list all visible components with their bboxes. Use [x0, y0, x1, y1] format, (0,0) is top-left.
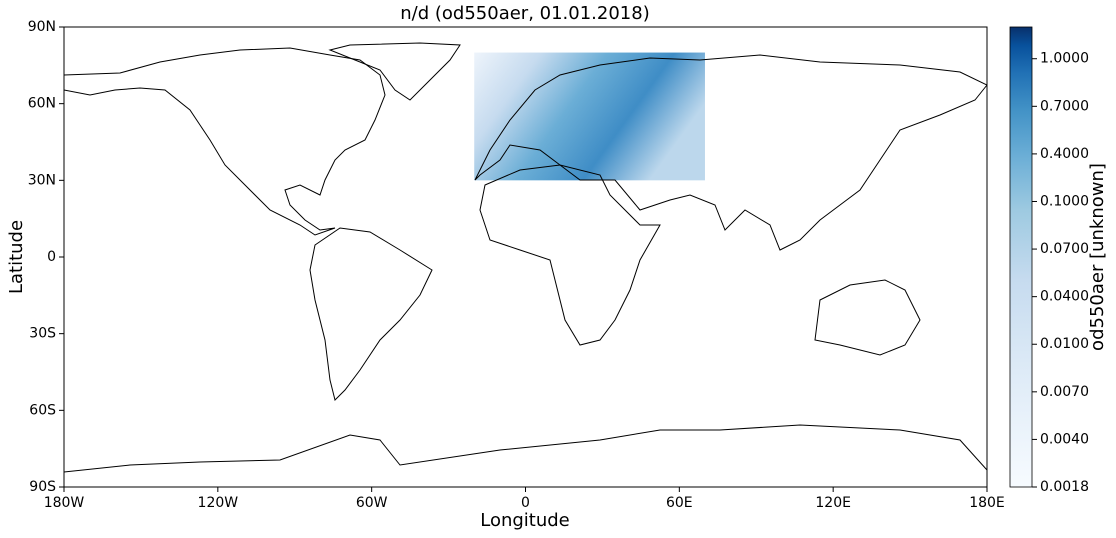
coastlines — [64, 42, 987, 473]
data-field — [474, 52, 705, 181]
eurasia — [474, 54, 987, 251]
colorbar-tick-label: 0.0040 — [1040, 431, 1089, 447]
y-tick-label: 60S — [29, 402, 56, 418]
colorbar-label: od550aer [unknown] — [1087, 163, 1108, 351]
australia — [814, 279, 921, 356]
y-axis-label: Latitude — [6, 220, 27, 294]
africa — [479, 164, 661, 346]
y-tick-label: 90S — [29, 479, 56, 495]
x-tick-label: 60W — [356, 495, 388, 511]
colorbar-tick-label: 0.0100 — [1040, 336, 1089, 352]
x-tick-label: 180E — [969, 495, 1005, 511]
colorbar-tick-label: 0.7000 — [1040, 98, 1089, 114]
y-tick-label: 30N — [28, 172, 56, 188]
colorbar-tick-label: 1.0000 — [1040, 51, 1089, 67]
south-america — [309, 227, 433, 401]
colorbar — [1009, 26, 1033, 488]
colorbar-tick-label: 0.0700 — [1040, 241, 1089, 257]
colorbar-tick-label: 0.1000 — [1040, 193, 1089, 209]
x-tick-label: 0 — [521, 495, 530, 511]
north-america — [64, 47, 386, 236]
chart-title: n/d (od550aer, 01.01.2018) — [400, 3, 649, 24]
colorbar-tick-label: 0.0070 — [1040, 384, 1089, 400]
y-tick-label: 30S — [29, 326, 56, 342]
x-tick-label: 180W — [44, 495, 85, 511]
x-tick-label: 120W — [198, 495, 239, 511]
y-tick-label: 0 — [47, 249, 56, 265]
colorbar-tick-label: 0.4000 — [1040, 146, 1089, 162]
x-axis-label: Longitude — [480, 510, 570, 531]
y-tick-label: 90N — [28, 19, 56, 35]
antarctica — [64, 424, 987, 473]
x-tick-label: 120E — [815, 495, 851, 511]
greenland — [328, 42, 461, 101]
x-tick-label: 60E — [666, 495, 693, 511]
colorbar-tick-label: 0.0018 — [1040, 479, 1089, 495]
colorbar-tick-label: 0.0400 — [1040, 289, 1089, 305]
y-tick-label: 60N — [28, 96, 56, 112]
